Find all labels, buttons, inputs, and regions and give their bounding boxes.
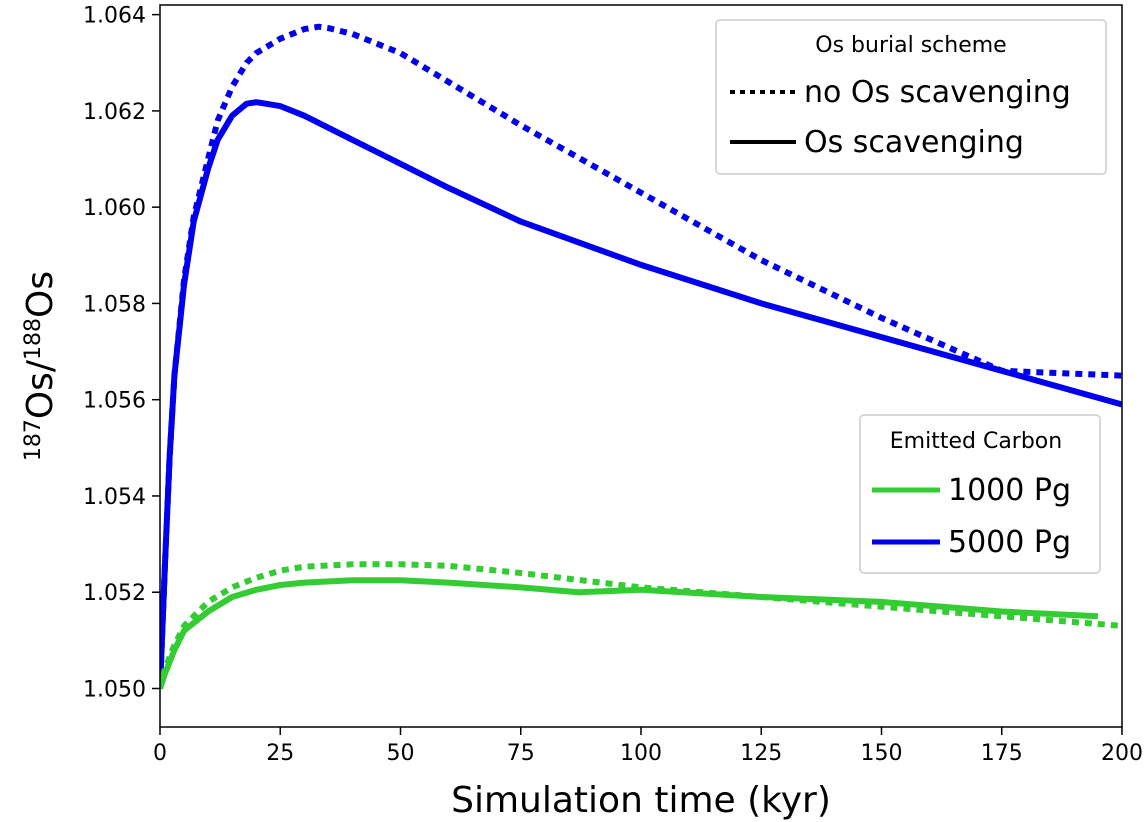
y-label-os-1: Os/ xyxy=(20,359,61,419)
series-1000-pg-os-scavenging xyxy=(160,577,1099,690)
y-tick-label: 1.052 xyxy=(83,581,146,606)
legend-title: Os burial scheme xyxy=(815,33,1006,58)
x-tick-label: 0 xyxy=(153,741,167,766)
x-axis-ticks: 0 25 50 75 100 125 150 175 200 xyxy=(153,727,1143,766)
y-label-superscript-187: 187 xyxy=(21,419,46,461)
legend-entry-5000-pg: 5000 Pg xyxy=(948,525,1071,560)
x-tick-label: 25 xyxy=(266,741,294,766)
legend-entry-no-os-scavenging: no Os scavenging xyxy=(804,75,1071,110)
x-tick-label: 200 xyxy=(1101,741,1143,766)
x-tick-label: 150 xyxy=(861,741,903,766)
y-tick-label: 1.062 xyxy=(83,100,146,125)
y-axis-ticks: 1.050 1.052 1.054 1.056 1.058 1.060 1.062 1.064 xyxy=(83,4,160,702)
y-axis-label: 187Os/188Os xyxy=(20,271,61,461)
x-tick-label: 125 xyxy=(740,741,782,766)
legend-box xyxy=(715,19,1107,175)
legend-os-burial-scheme: Os burial scheme no Os scavenging Os sca… xyxy=(715,19,1107,175)
x-tick-label: 75 xyxy=(507,741,535,766)
y-tick-label: 1.060 xyxy=(83,196,146,221)
legend-emitted-carbon: Emitted Carbon 1000 Pg 5000 Pg xyxy=(859,414,1101,574)
y-tick-label: 1.054 xyxy=(83,485,146,510)
legend-box xyxy=(859,414,1101,574)
legend-entry-os-scavenging: Os scavenging xyxy=(804,125,1024,160)
y-tick-label: 1.058 xyxy=(83,292,146,317)
y-tick-label: 1.064 xyxy=(83,4,146,29)
y-label-superscript-188: 188 xyxy=(21,318,46,360)
x-tick-label: 175 xyxy=(981,741,1023,766)
y-tick-label: 1.056 xyxy=(83,389,146,414)
y-label-os-2: Os xyxy=(20,271,61,318)
x-axis-label: Simulation time (kyr) xyxy=(451,780,831,821)
legend-title: Emitted Carbon xyxy=(890,429,1062,454)
plot-lines xyxy=(160,23,1122,690)
x-tick-label: 50 xyxy=(387,741,415,766)
x-tick-label: 100 xyxy=(620,741,662,766)
y-tick-label: 1.050 xyxy=(83,677,146,702)
legend-entry-1000-pg: 1000 Pg xyxy=(948,473,1071,508)
series-5000-pg-os-scavenging xyxy=(160,99,1122,689)
